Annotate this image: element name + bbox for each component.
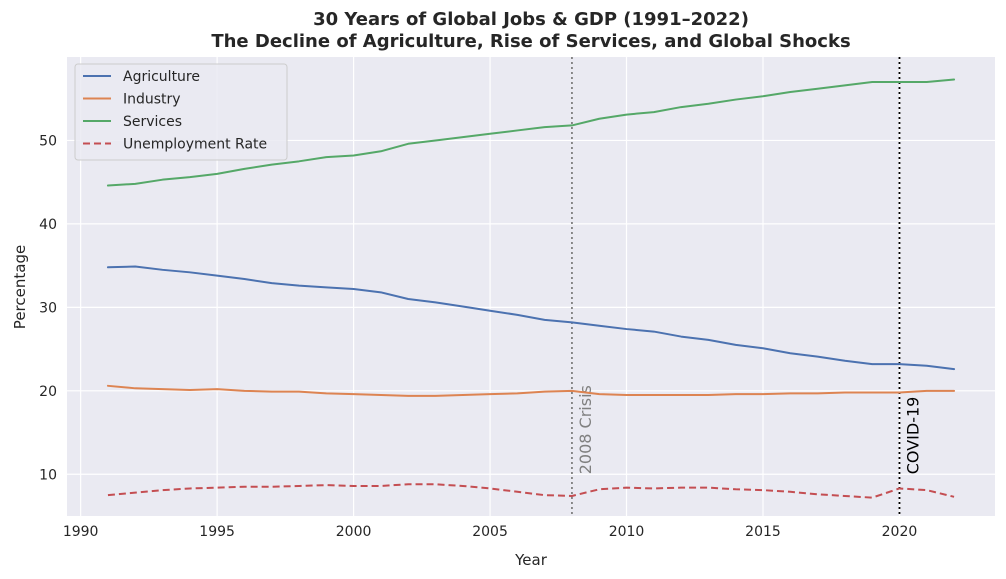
chart-subtitle: The Decline of Agriculture, Rise of Serv… xyxy=(211,31,850,52)
y-tick-label: 20 xyxy=(39,384,57,400)
annotations: 2008 Crisis COVID-19 xyxy=(571,57,922,516)
legend-entry: Unemployment Rate xyxy=(123,137,267,153)
series-group xyxy=(106,78,956,499)
y-axis: 10 20 30 40 50 xyxy=(39,133,57,483)
y-axis-label: Percentage xyxy=(11,245,29,329)
annotation-label: 2008 Crisis xyxy=(576,385,595,474)
x-axis-label: Year xyxy=(514,551,548,569)
annotation-label: COVID-19 xyxy=(903,397,922,475)
x-tick-label: 1990 xyxy=(63,524,99,540)
x-tick-label: 2020 xyxy=(882,524,918,540)
x-tick-label: 2015 xyxy=(745,524,781,540)
y-tick-label: 40 xyxy=(39,217,57,233)
series-line xyxy=(106,265,956,371)
legend-entry: Services xyxy=(123,114,182,130)
legend-box xyxy=(74,63,288,161)
y-tick-label: 30 xyxy=(39,300,57,316)
series-line xyxy=(106,384,956,397)
x-tick-label: 1995 xyxy=(199,524,235,540)
x-tick-label: 2010 xyxy=(609,524,645,540)
y-tick-label: 10 xyxy=(39,467,57,483)
y-tick-label: 50 xyxy=(39,133,57,149)
grid xyxy=(67,57,995,516)
legend-entry: Industry xyxy=(123,92,181,108)
legend-entry: Agriculture xyxy=(123,69,200,85)
x-tick-label: 2005 xyxy=(472,524,508,540)
chart-title: 30 Years of Global Jobs & GDP (1991–2022… xyxy=(313,9,749,30)
series-line xyxy=(107,483,955,499)
x-tick-label: 2000 xyxy=(336,524,372,540)
legend: Agriculture Industry Services Unemployment … xyxy=(74,63,288,161)
series-line xyxy=(106,78,956,187)
x-axis: 1990 1995 2000 2005 2010 2015 2020 xyxy=(63,524,917,540)
